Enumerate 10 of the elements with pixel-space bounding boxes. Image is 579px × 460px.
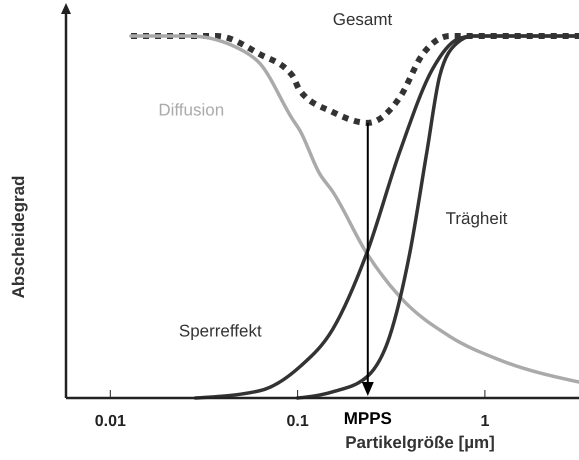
text: Sperreffekt bbox=[178, 321, 262, 340]
y-axis-title: Abscheidegrad bbox=[9, 176, 28, 298]
x-tick-label: 1 bbox=[480, 413, 490, 430]
x-tick-label: 0.1 bbox=[286, 413, 309, 430]
x-tick-label: 0.01 bbox=[94, 413, 126, 430]
text: Gesamt bbox=[332, 10, 393, 30]
series-label: Trägheit bbox=[446, 209, 508, 228]
ref-line-label: MPPS bbox=[344, 409, 392, 428]
x-axis-title: Partikelgröße [µm] bbox=[345, 433, 495, 452]
text: Diffusion bbox=[158, 100, 224, 120]
